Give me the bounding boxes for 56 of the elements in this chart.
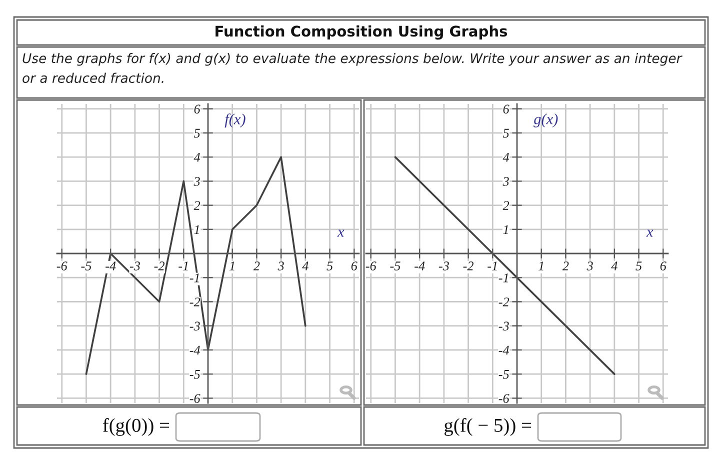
y-tick-label: 5 (502, 128, 509, 138)
x-tick-label: 6 (351, 262, 358, 270)
y-tick-label: 4 (194, 152, 200, 162)
y-tick-label: -1 (190, 273, 199, 282)
y-tick-label: -6 (498, 394, 510, 403)
chart-title: Function Composition Using Graphs (216, 25, 508, 40)
x-tick-label: 3 (278, 262, 284, 270)
y-tick-label: 6 (503, 104, 510, 114)
y-tick-label: 6 (194, 104, 200, 114)
y-tick-label: 3 (194, 177, 200, 186)
x-tick-label: 6 (660, 262, 666, 270)
x-tick-label: -4 (414, 262, 425, 270)
text: g(f( − 5)) = (444, 418, 532, 436)
text: f(g(0)) = (102, 418, 170, 436)
y-tick-label: -2 (190, 298, 200, 306)
y-tick-label: 1 (194, 225, 199, 234)
x-tick-label: -5 (81, 262, 92, 270)
y-tick-label: 3 (502, 177, 509, 186)
y-tick-label: -2 (498, 298, 510, 306)
x-tick-label: 1 (538, 262, 544, 270)
y-tick-label: 1 (503, 225, 508, 234)
x-tick-label: -1 (488, 262, 497, 270)
y-tick-label: -5 (190, 370, 200, 379)
x-tick-label: -1 (178, 262, 188, 270)
y-tick-label: 5 (194, 128, 200, 138)
y-tick-label: -3 (498, 322, 509, 331)
chart-subtitle: Use the graphs for f(x) and g(x) to evaluate the expressions below. Write your answer as an integer or a reduced fraction. (22, 53, 682, 83)
x-tick-label: 2 (253, 262, 260, 270)
y-axis-title: g(x) (534, 114, 558, 128)
x-tick-label: -2 (463, 262, 474, 270)
y-tick-label: -3 (190, 322, 200, 331)
x-axis-title: x (646, 230, 654, 237)
x-tick-label: 4 (302, 262, 308, 270)
x-tick-label: 5 (636, 262, 642, 270)
x-tick-label: -6 (366, 262, 376, 270)
y-tick-label: -5 (498, 370, 509, 379)
x-tick-label: -5 (390, 262, 400, 270)
y-axis-title: f(x) (224, 113, 246, 128)
x-tick-label: -3 (130, 262, 140, 270)
x-tick-label: 5 (326, 262, 333, 270)
x-tick-label: 4 (611, 262, 618, 270)
x-tick-label: 2 (562, 262, 569, 270)
x-tick-label: 3 (586, 262, 593, 270)
x-tick-label: -2 (154, 262, 164, 270)
y-tick-label: -6 (190, 394, 200, 403)
x-tick-label: -3 (438, 262, 449, 270)
x-tick-label: -6 (56, 262, 68, 270)
y-tick-label: -4 (498, 346, 510, 355)
y-tick-label: -1 (498, 273, 508, 282)
x-tick-label: 1 (230, 262, 234, 270)
y-tick-label: 4 (502, 152, 510, 162)
x-axis-title: x (337, 230, 344, 237)
y-tick-label: -4 (190, 346, 200, 355)
x-tick-label: -4 (106, 262, 116, 270)
y-tick-label: 2 (502, 201, 510, 210)
y-tick-label: 2 (194, 201, 200, 210)
